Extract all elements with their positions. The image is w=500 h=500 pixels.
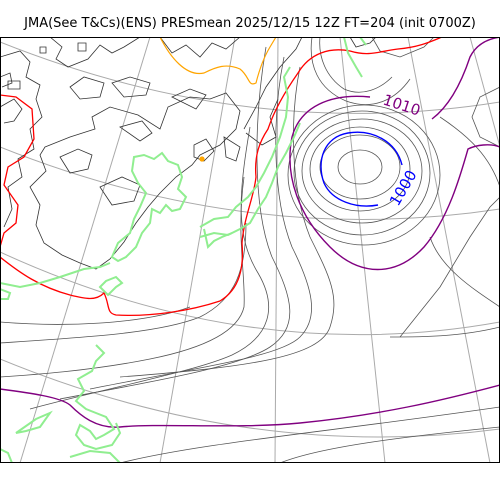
coastlines [0,37,377,270]
map-title: JMA(See T&Cs)(ENS) PRESmean 2025/12/15 1… [24,16,476,31]
orange-contour [159,37,277,162]
precip-outlines [0,37,367,463]
weather-map: 1010 1000 [0,37,500,463]
isobar-1000 [320,131,403,207]
isobar-1010 [0,37,500,428]
